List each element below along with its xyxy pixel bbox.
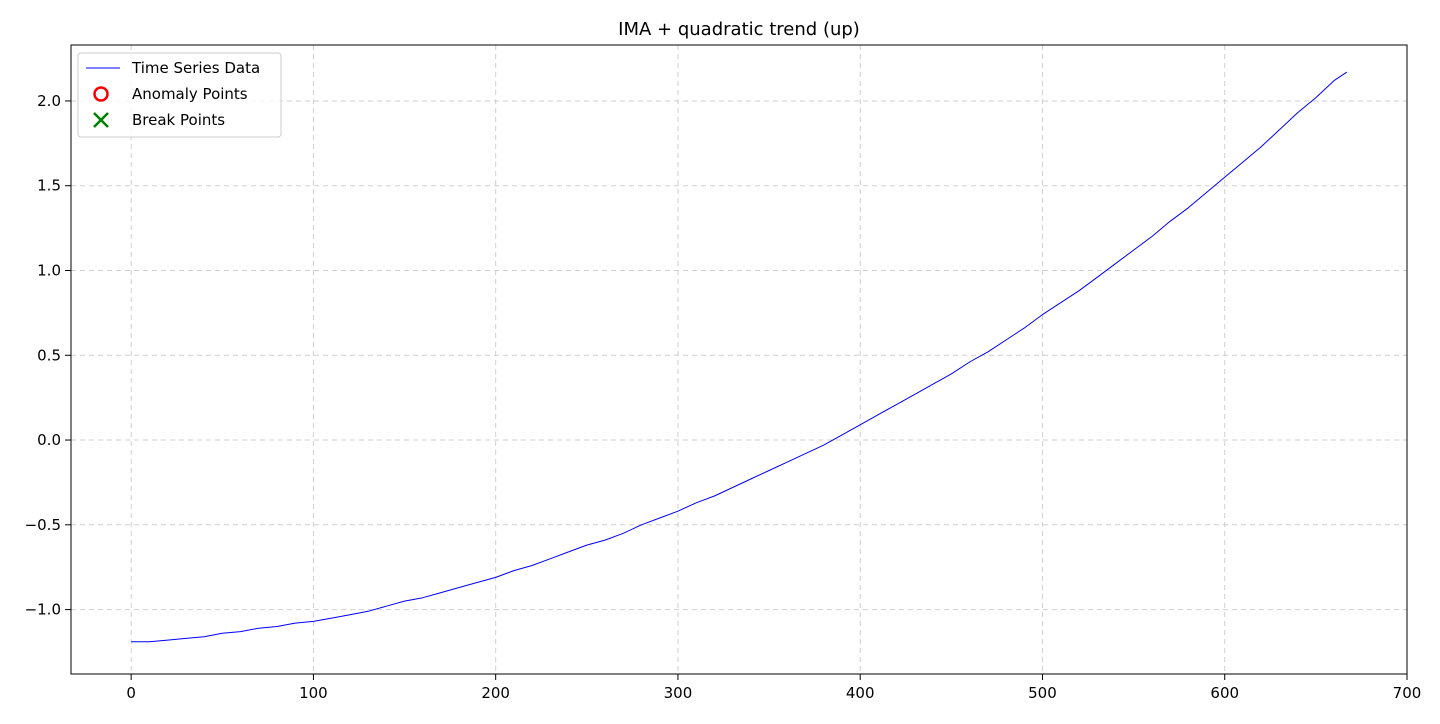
legend: Time Series Data Anomaly Points Break Poin…	[77, 52, 282, 138]
y-tick-label: 1.5	[37, 177, 61, 195]
y-axis: −1.0 −0.5 0.0 0.5 1.0 1.5 2.0	[25, 92, 71, 619]
legend-label: Time Series Data	[131, 59, 260, 77]
x-tick-label: 500	[1028, 684, 1057, 702]
chart-title: IMA + quadratic trend (up)	[618, 19, 860, 40]
plot-frame	[70, 44, 1408, 675]
legend-x-marker	[93, 112, 109, 128]
y-tick-label: −1.0	[25, 601, 61, 619]
legend-box	[77, 52, 282, 138]
x-tick-label: 400	[846, 684, 875, 702]
x-tick-label: 0	[126, 684, 136, 702]
x-tick-label: 700	[1393, 684, 1422, 702]
legend-circle-marker	[93, 86, 109, 102]
series-line	[131, 71, 1348, 643]
y-tick-label: 0.0	[37, 431, 61, 449]
legend-label: Anomaly Points	[132, 85, 248, 103]
x-tick-label: 600	[1210, 684, 1239, 702]
x-tick-label: 300	[664, 684, 693, 702]
x-tick-label: 200	[481, 684, 510, 702]
y-tick-label: 1.0	[37, 261, 61, 279]
y-tick-label: 0.5	[37, 346, 61, 364]
y-tick-label: −0.5	[25, 516, 61, 534]
legend-label: Break Points	[132, 111, 225, 129]
x-axis: 0 100 200 300 400 500 600 700	[126, 674, 1421, 702]
x-tick-label: 100	[299, 684, 328, 702]
y-tick-label: 2.0	[37, 92, 61, 110]
series-layer	[131, 71, 1348, 643]
